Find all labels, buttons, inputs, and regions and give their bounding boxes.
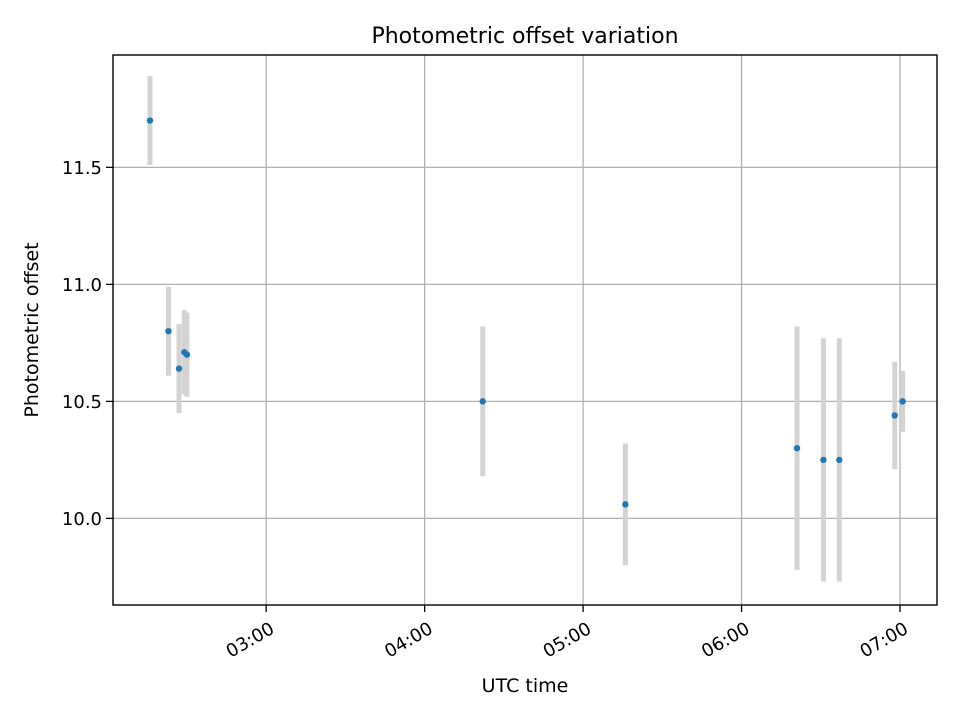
- chart-title: Photometric offset variation: [371, 24, 678, 49]
- x-tick-label: 07:00: [856, 618, 911, 662]
- data-point: [479, 398, 486, 405]
- x-tick-label: 06:00: [698, 618, 753, 662]
- data-point: [793, 444, 801, 452]
- tick-layer: 03:00 04:00 05:00 06:00 07:00 10.0 10.5 11.0 11.…: [62, 158, 912, 663]
- data-point: [899, 398, 906, 405]
- y-tick-label: 10.5: [62, 392, 102, 413]
- data-point: [820, 456, 827, 464]
- x-axis-label: UTC time: [482, 675, 569, 697]
- data-point: [165, 327, 172, 335]
- data-point: [183, 351, 191, 358]
- point-layer: [146, 117, 906, 508]
- data-point: [146, 117, 154, 124]
- data-point: [622, 501, 629, 508]
- y-tick-label: 10.0: [62, 509, 102, 530]
- x-tick-label: 05:00: [540, 618, 595, 662]
- data-point: [891, 412, 898, 419]
- x-tick-label: 03:00: [223, 618, 278, 662]
- y-tick-label: 11.5: [62, 158, 102, 179]
- data-point: [175, 365, 183, 372]
- errorbar-layer: [147, 76, 906, 582]
- data-point: [836, 456, 843, 464]
- y-axis-label: Photometric offset: [21, 242, 43, 417]
- x-tick-label: 04:00: [381, 618, 436, 662]
- y-tick-label: 11.0: [62, 275, 102, 296]
- plot-frame: [112, 54, 938, 606]
- grid-layer: [113, 55, 937, 605]
